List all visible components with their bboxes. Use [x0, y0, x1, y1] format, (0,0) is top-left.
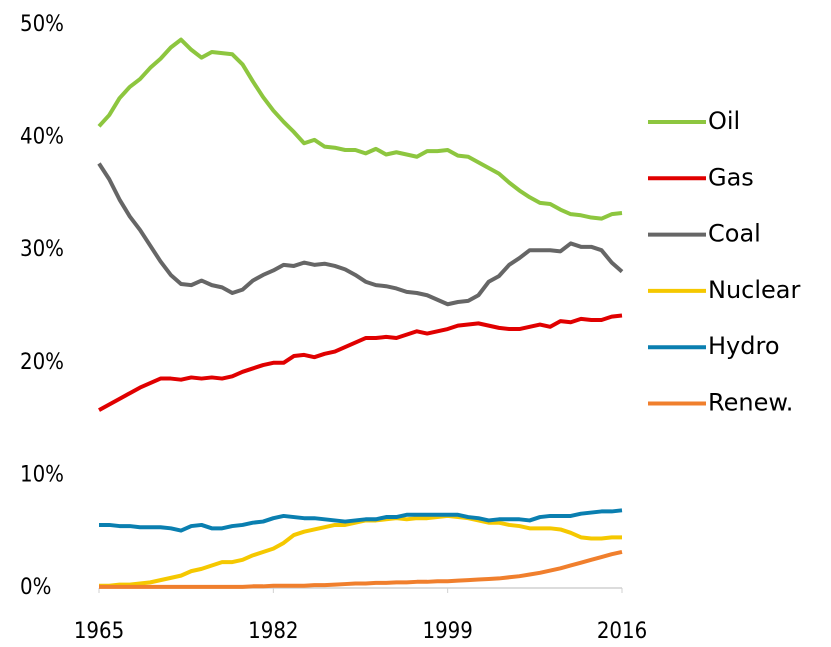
- legend-label: Gas: [708, 163, 754, 191]
- series-line: [99, 513, 622, 588]
- legend-label: Nuclear: [708, 276, 801, 304]
- y-tick-label: 10%: [20, 462, 64, 487]
- y-tick-label: 0%: [20, 575, 51, 600]
- legend-label: Renew.: [708, 389, 793, 417]
- legend-label: Hydro: [708, 332, 780, 360]
- series-line: [99, 550, 623, 589]
- y-tick-label: 40%: [20, 125, 64, 150]
- series-line: [98, 313, 623, 412]
- series-line: [97, 162, 624, 307]
- legend-label: Oil: [708, 107, 740, 135]
- y-tick-label: 30%: [20, 237, 64, 262]
- x-tick-label: 1999: [422, 619, 472, 644]
- series-line: [99, 508, 623, 533]
- x-tick-label: 1965: [74, 619, 124, 644]
- y-tick-label: 20%: [20, 350, 64, 375]
- series-line: [97, 37, 623, 221]
- x-tick-label: 2016: [597, 619, 647, 644]
- legend-label: Coal: [708, 220, 761, 248]
- x-tick-label: 1982: [248, 619, 298, 644]
- y-tick-label: 50%: [20, 12, 64, 37]
